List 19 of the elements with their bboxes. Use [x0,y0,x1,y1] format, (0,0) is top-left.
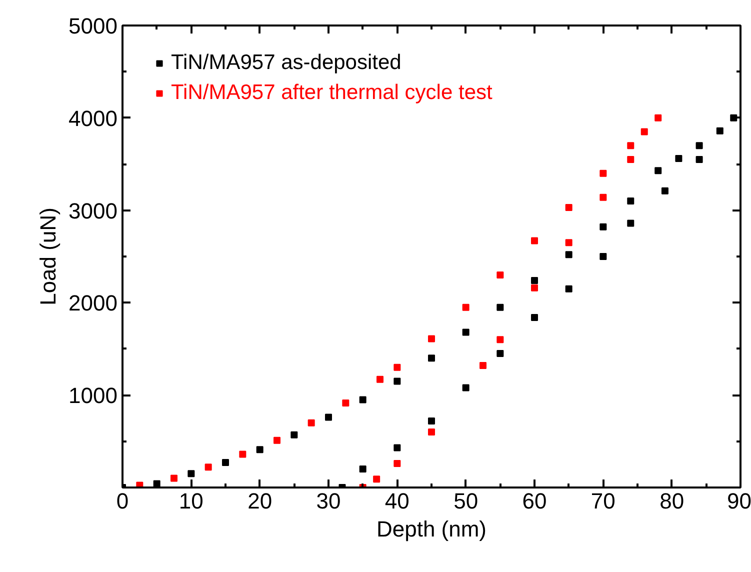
legend-label: TiN/MA957 as-deposited [171,51,402,75]
x-tick-label: 80 [660,488,684,514]
x-tick-label: 60 [522,488,547,514]
y-tick-label: 4000 [68,106,118,131]
y-tick-label: 2000 [68,290,118,316]
y-tick-label: 3000 [68,198,118,224]
x-tick-label: 40 [384,488,410,514]
x-tick-label: 90 [727,488,751,514]
legend-label: TiN/MA957 after thermal cycle test [171,81,492,105]
x-tick-label: 70 [590,488,616,514]
x-tick-label: 50 [454,488,478,514]
y-tick-label: 1000 [68,383,118,408]
x-tick-label: 0 [116,488,129,514]
y-axis-title: Load (uN) [36,208,61,306]
x-tick-label: 30 [316,488,341,514]
x-tick-label: 10 [178,488,204,514]
y-tick-label: 5000 [68,14,118,38]
x-axis-title: Depth (nm) [376,516,487,542]
x-tick-label: 20 [248,488,272,514]
